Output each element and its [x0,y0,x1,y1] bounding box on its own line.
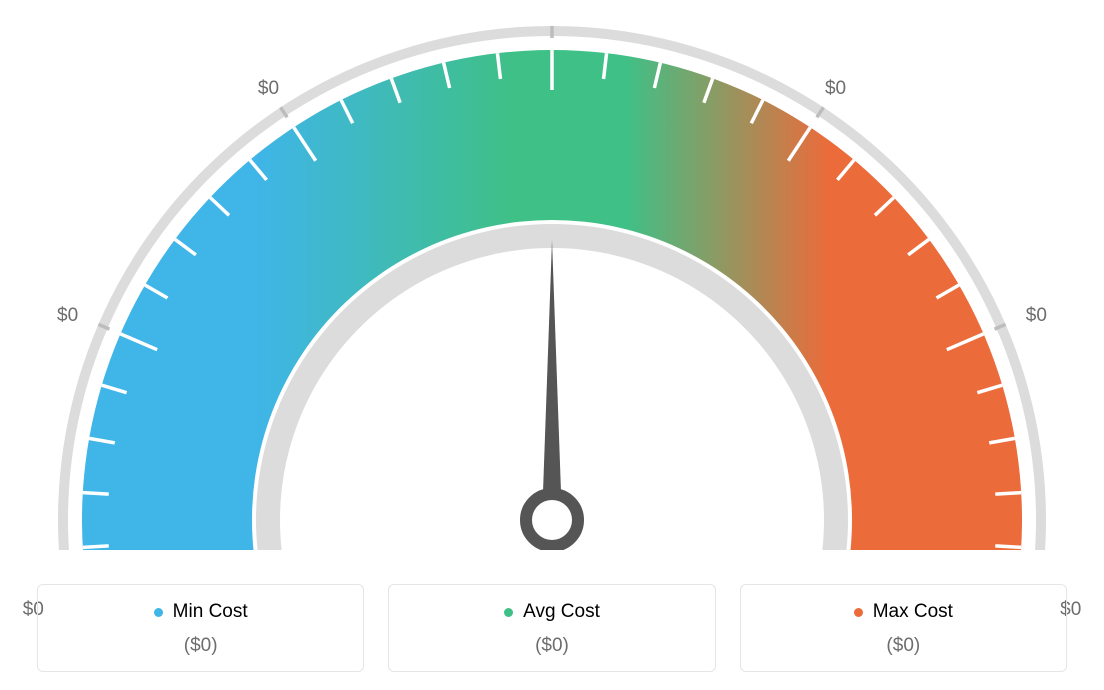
legend-label-min: Min Cost [173,601,248,623]
gauge-scale-label: $0 [258,78,279,100]
gauge-svg [27,10,1077,550]
legend-dot-min [154,608,163,617]
gauge-scale-label: $0 [541,0,562,4]
gauge-scale-label: $0 [825,78,846,100]
gauge-needle-pivot [526,494,578,546]
legend-value-max: ($0) [751,635,1056,657]
legend-row: Min Cost ($0) Avg Cost ($0) Max Cost ($0… [37,584,1067,672]
gauge-scale-label: $0 [57,305,78,327]
gauge-needle [542,240,562,520]
legend-dot-max [854,608,863,617]
gauge-tick-minor [995,493,1021,495]
legend-value-avg: ($0) [399,635,704,657]
gauge-tick-minor [995,546,1021,548]
legend-card-max: Max Cost ($0) [740,584,1067,672]
legend-dot-avg [504,608,513,617]
gauge-tick-minor [83,546,109,548]
legend-card-min: Min Cost ($0) [37,584,364,672]
legend-card-avg: Avg Cost ($0) [388,584,715,672]
gauge-tick-minor [83,493,109,495]
legend-label-max: Max Cost [873,601,953,623]
legend-value-min: ($0) [48,635,353,657]
gauge-container: $0$0$0$0$0$0$0 [27,10,1077,550]
legend-label-avg: Avg Cost [523,601,600,623]
gauge-scale-label: $0 [1026,305,1047,327]
